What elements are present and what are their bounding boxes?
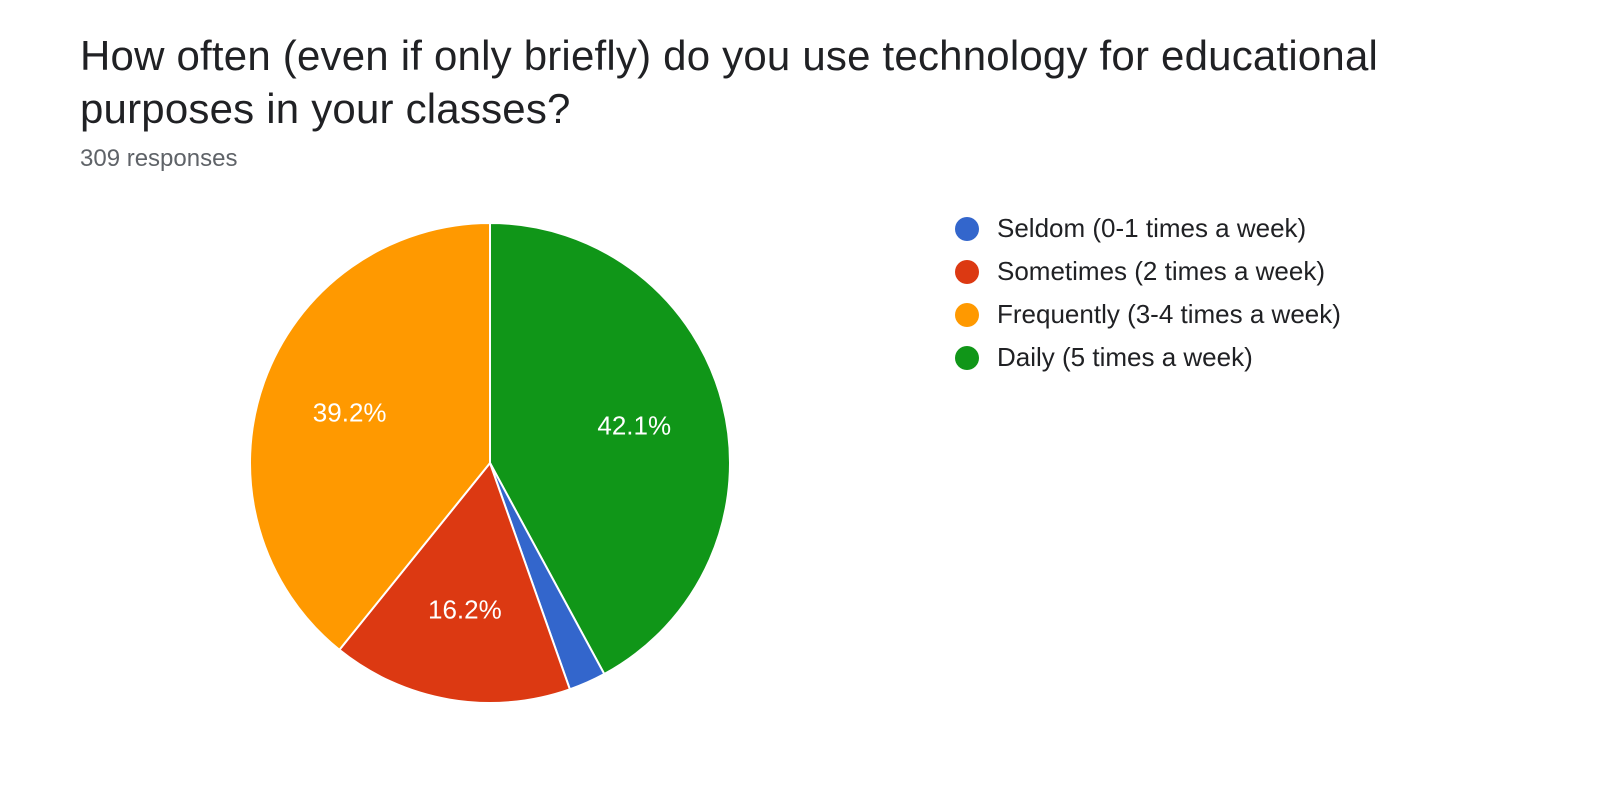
legend-label: Sometimes (2 times a week) bbox=[997, 256, 1325, 287]
legend-label: Frequently (3-4 times a week) bbox=[997, 299, 1341, 330]
pie-slice-label: 39.2% bbox=[313, 398, 387, 429]
chart-container: How often (even if only briefly) do you … bbox=[0, 0, 1600, 773]
legend-item: Daily (5 times a week) bbox=[955, 342, 1341, 373]
legend-item: Sometimes (2 times a week) bbox=[955, 256, 1341, 287]
pie-slice-label: 16.2% bbox=[428, 594, 502, 625]
legend-dot-icon bbox=[955, 303, 979, 327]
chart-area: 42.1% 16.2% 39.2% Seldom (0-1 times a week… bbox=[80, 213, 1520, 773]
pie-chart: 42.1% 16.2% 39.2% bbox=[250, 223, 730, 703]
chart-title: How often (even if only briefly) do you … bbox=[80, 30, 1520, 135]
legend-dot-icon bbox=[955, 346, 979, 370]
pie-slice-label: 42.1% bbox=[597, 411, 671, 442]
legend-label: Seldom (0-1 times a week) bbox=[997, 213, 1306, 244]
legend-item: Seldom (0-1 times a week) bbox=[955, 213, 1341, 244]
legend-item: Frequently (3-4 times a week) bbox=[955, 299, 1341, 330]
legend-dot-icon bbox=[955, 217, 979, 241]
chart-subtitle: 309 responses bbox=[80, 145, 1520, 173]
legend-dot-icon bbox=[955, 260, 979, 284]
legend-label: Daily (5 times a week) bbox=[997, 342, 1253, 373]
legend: Seldom (0-1 times a week) Sometimes (2 ti… bbox=[955, 213, 1341, 385]
pie-svg bbox=[250, 223, 730, 703]
